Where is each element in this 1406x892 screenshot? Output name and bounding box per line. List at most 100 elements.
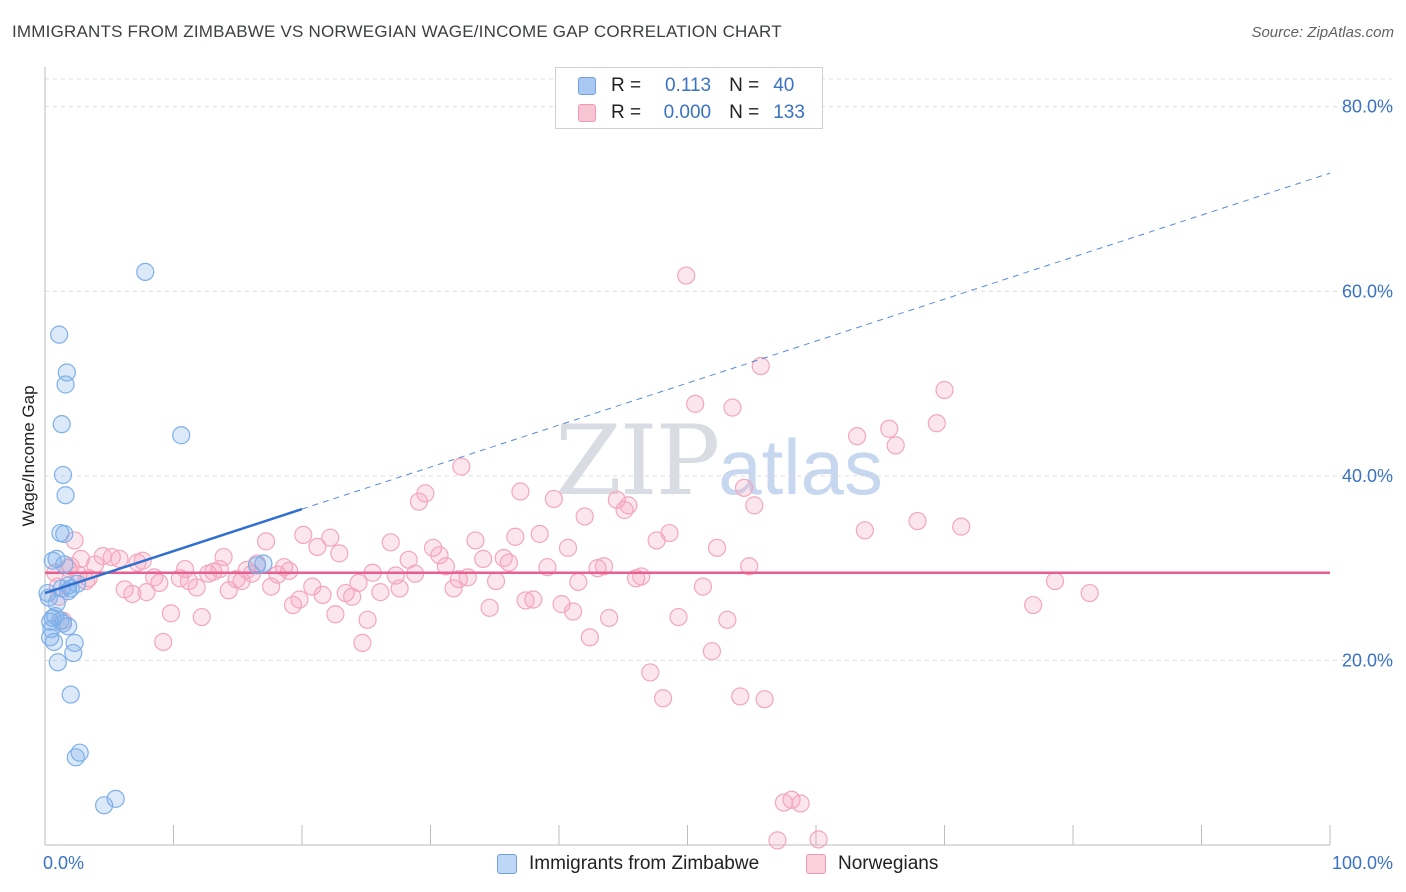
data-point-norwegians — [449, 570, 468, 589]
data-point-norwegians — [516, 591, 535, 610]
data-point-norwegians — [161, 604, 181, 623]
data-point-norwegians — [686, 394, 705, 413]
data-point-norwegians — [353, 633, 372, 652]
data-point-norwegians — [677, 266, 696, 285]
data-point-norwegians — [321, 528, 340, 547]
data-point-norwegians — [256, 532, 276, 551]
data-point-norwegians — [381, 533, 400, 552]
trendline-zimbabwe-solid — [44, 507, 303, 595]
data-point-zimbabwe — [70, 743, 89, 762]
data-point-norwegians — [641, 663, 660, 682]
data-point-norwegians — [1045, 571, 1065, 591]
data-point-norwegians — [480, 598, 499, 617]
legend-row-norwegians: R = 0.000 N = 133 — [578, 101, 805, 125]
y-tick-label: 60.0% — [1342, 281, 1393, 301]
data-point-norwegians — [791, 794, 810, 813]
data-point-norwegians — [308, 537, 327, 557]
data-point-norwegians — [390, 579, 409, 598]
bottom-legend-norwegians: Norwegians — [806, 852, 938, 876]
legend-swatch-norwegians — [578, 104, 596, 122]
data-point-norwegians — [486, 571, 506, 591]
data-point-zimbabwe — [55, 524, 74, 544]
data-point-zimbabwe — [59, 617, 78, 636]
data-point-norwegians — [187, 578, 206, 597]
data-point-norwegians — [693, 577, 713, 596]
data-point-zimbabwe — [95, 796, 114, 815]
watermark-zip: ZIP — [555, 405, 720, 517]
data-point-norwegians — [313, 585, 332, 604]
legend-row-zimbabwe: R = 0.113 N = 40 — [578, 74, 794, 98]
bottom-legend-swatch-norwegians — [806, 854, 826, 874]
data-point-norwegians — [544, 489, 563, 509]
bottom-legend-swatch-zimbabwe — [497, 854, 517, 874]
data-point-norwegians — [423, 538, 443, 557]
data-point-norwegians — [436, 557, 456, 576]
data-point-norwegians — [600, 608, 619, 628]
data-point-norwegians — [466, 531, 485, 550]
data-point-norwegians — [110, 549, 129, 569]
data-point-norwegians — [653, 689, 673, 708]
data-point-norwegians — [594, 557, 614, 576]
data-point-norwegians — [768, 831, 787, 850]
data-point-norwegians — [499, 553, 518, 572]
data-point-norwegians — [65, 531, 84, 550]
data-point-norwegians — [506, 527, 525, 546]
bottom-legend-label-zimbabwe: Immigrants from Zimbabwe — [529, 853, 760, 874]
data-point-norwegians — [358, 610, 377, 629]
x-tick-label: 100.0% — [1332, 853, 1393, 873]
data-point-norwegians — [530, 524, 549, 544]
data-point-zimbabwe — [48, 653, 67, 672]
data-point-norwegians — [1024, 595, 1043, 615]
data-point-norwegians — [740, 557, 759, 576]
data-point-zimbabwe — [61, 685, 80, 704]
data-point-norwegians — [290, 590, 309, 609]
legend-r-value: 0.000 — [663, 102, 712, 123]
data-point-norwegians — [511, 482, 530, 501]
data-point-zimbabwe — [44, 632, 64, 652]
legend-n-value: 40 — [773, 75, 795, 96]
chart-title: IMMIGRANTS FROM ZIMBABWE VS NORWEGIAN WA… — [12, 22, 782, 41]
data-point-zimbabwe — [65, 633, 84, 652]
data-point-norwegians — [268, 565, 287, 584]
data-point-norwegians — [123, 584, 142, 604]
data-point-norwegians — [330, 544, 349, 563]
y-tick-label: 20.0% — [1342, 650, 1393, 670]
bottom-legend-label-norwegians: Norwegians — [838, 853, 939, 874]
data-point-zimbabwe — [56, 486, 75, 505]
data-point-norwegians — [855, 521, 874, 540]
data-point-norwegians — [751, 356, 770, 376]
data-point-zimbabwe — [106, 789, 125, 808]
data-point-norwegians — [430, 546, 449, 565]
data-point-norwegians — [935, 380, 954, 400]
data-point-norwegians — [452, 457, 471, 476]
data-point-norwegians — [474, 549, 493, 569]
data-point-norwegians — [927, 414, 946, 433]
data-point-norwegians — [580, 628, 599, 647]
data-point-zimbabwe — [55, 555, 74, 574]
data-point-norwegians — [702, 642, 722, 661]
legend-n-value: 133 — [773, 102, 805, 123]
data-point-norwegians — [416, 484, 435, 503]
data-point-norwegians — [731, 687, 750, 706]
data-point-norwegians — [734, 478, 754, 497]
x-tick-label: 0.0% — [43, 853, 84, 873]
data-point-norwegians — [707, 538, 727, 557]
data-point-norwegians — [669, 607, 688, 627]
data-point-norwegians — [632, 567, 651, 586]
bottom-legend-zimbabwe: Immigrants from Zimbabwe — [497, 852, 759, 876]
legend-r-label: R = — [611, 102, 642, 123]
legend-swatch-zimbabwe — [578, 77, 596, 95]
data-point-zimbabwe — [172, 426, 191, 445]
data-point-norwegians — [558, 538, 578, 557]
data-point-norwegians — [444, 579, 463, 598]
data-point-norwegians — [607, 490, 626, 509]
data-point-norwegians — [326, 605, 345, 624]
data-point-zimbabwe — [53, 465, 73, 485]
source-credit: Source: ZipAtlas.com — [1251, 24, 1394, 41]
data-point-norwegians — [371, 583, 390, 602]
data-point-zimbabwe — [52, 415, 71, 434]
data-point-norwegians — [524, 590, 543, 609]
data-point-norwegians — [809, 830, 828, 849]
data-point-norwegians — [745, 496, 764, 515]
y-tick-label: 40.0% — [1342, 466, 1393, 486]
